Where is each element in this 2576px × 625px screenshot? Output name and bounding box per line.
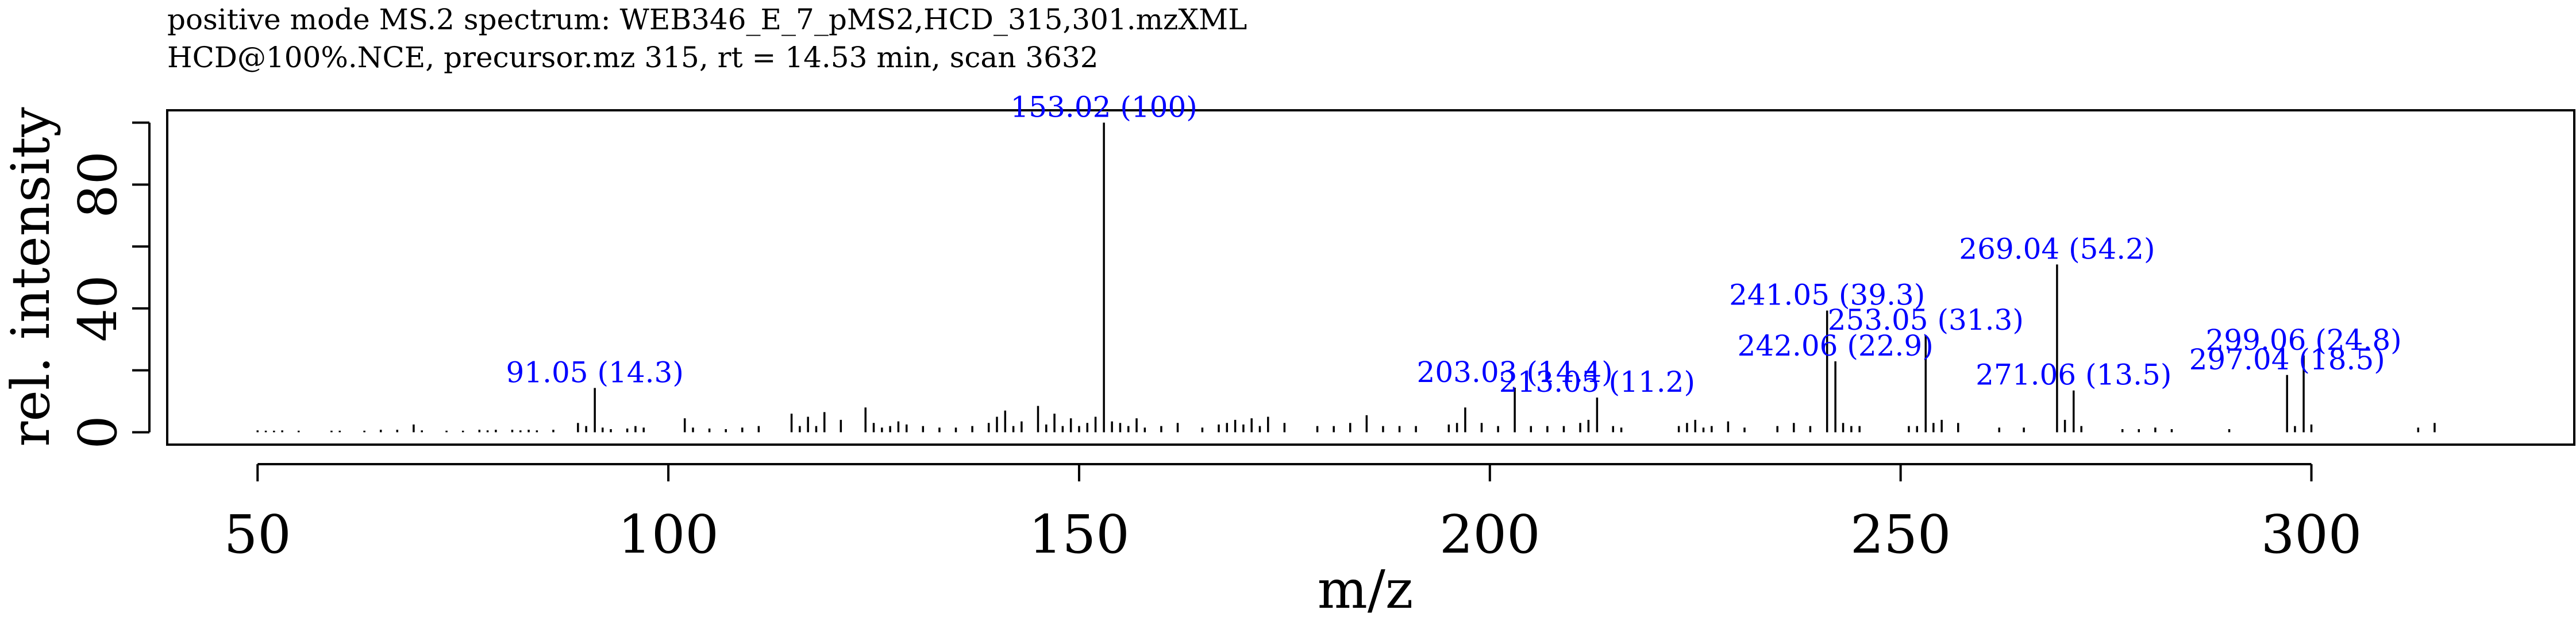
x-tick-label: 200 (1439, 504, 1541, 565)
peak-label: 241.05 (39.3) (1729, 279, 1925, 312)
peak-labels-layer: 91.05 (14.3) 153.02 (100) 203.03 (14.4)213… (506, 91, 2401, 399)
peak-label: 153.02 (100) (1010, 91, 1197, 124)
x-axis-title: m/z (1318, 559, 1414, 620)
peak-label: 91.05 (14.3) (506, 356, 683, 389)
peak-label: 271.06 (13.5) (1976, 358, 2171, 392)
y-axis-title: rel. intensity (0, 107, 61, 446)
x-tick-label: 300 (2261, 504, 2362, 565)
peak-label: 297.04 (18.5) (2189, 343, 2385, 376)
peak-label: 242.06 (22.9) (1738, 329, 1934, 362)
peak-label: 253.05 (31.3) (1828, 303, 2024, 337)
chart-subtitle: HCD@100%.NCE, precursor.mz 315, rt = 14.… (167, 41, 1099, 74)
y-axis: 0 40 80 (67, 121, 151, 449)
peak-label: 269.04 (54.2) (1959, 232, 2155, 265)
x-tick-label: 150 (1029, 504, 1130, 565)
peak-label: 213.05 (11.2) (1499, 365, 1695, 399)
y-tick-label: 80 (67, 151, 129, 218)
x-axis: 50 100 150 200 250 300 (224, 463, 2362, 565)
y-tick-label: 0 (67, 415, 129, 449)
x-tick-label: 250 (1850, 504, 1951, 565)
chart-title: positive mode MS.2 spectrum: WEB346_E_7_… (167, 3, 1247, 36)
peaks-layer (256, 122, 2436, 433)
peak-label: 203.03 (14.4) (1417, 356, 1613, 389)
peak-label: 299.06 (24.8) (2205, 323, 2401, 357)
x-tick-label: 50 (224, 504, 291, 565)
plot-frame (166, 109, 2575, 446)
x-tick-label: 100 (618, 504, 719, 565)
y-tick-label: 40 (67, 275, 129, 342)
